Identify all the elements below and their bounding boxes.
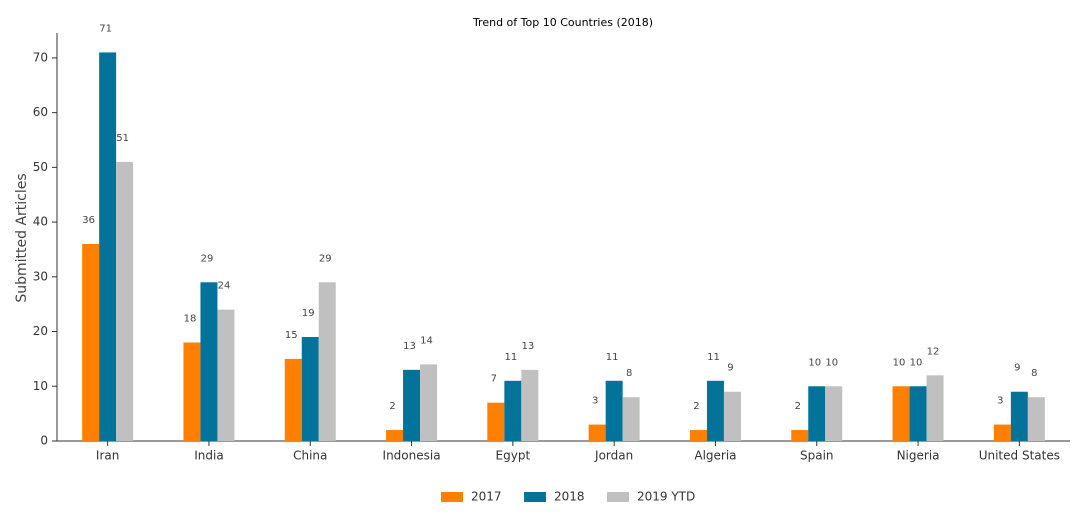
bar xyxy=(82,243,100,441)
legend-swatch xyxy=(607,492,629,502)
legend-label: 2017 xyxy=(471,490,502,504)
data-label: 36 xyxy=(82,215,95,226)
bar xyxy=(217,309,235,441)
data-label: 10 xyxy=(893,357,906,368)
data-label: 12 xyxy=(927,346,940,357)
data-label: 13 xyxy=(403,341,416,352)
bar xyxy=(284,358,302,441)
bar xyxy=(99,52,117,442)
y-tick-label: 10 xyxy=(33,379,48,393)
x-tick-label: Nigeria xyxy=(897,449,940,463)
data-label: 13 xyxy=(521,341,534,352)
data-label: 7 xyxy=(491,374,497,385)
bar xyxy=(892,386,910,441)
y-tick-label: 40 xyxy=(33,215,48,229)
data-label: 19 xyxy=(302,308,315,319)
bar xyxy=(521,369,539,441)
bar xyxy=(808,386,826,441)
bar xyxy=(706,380,724,441)
data-label: 11 xyxy=(606,352,619,363)
bar xyxy=(116,161,134,441)
y-tick-label: 50 xyxy=(33,160,48,174)
data-label: 71 xyxy=(99,23,112,34)
bar xyxy=(689,430,707,441)
bar xyxy=(791,430,809,441)
bar xyxy=(301,337,319,441)
x-tick-label: Egypt xyxy=(496,449,531,463)
data-label: 10 xyxy=(808,357,821,368)
legend-swatch xyxy=(441,492,463,502)
data-label: 3 xyxy=(997,396,1003,407)
bar xyxy=(926,375,944,441)
data-label: 29 xyxy=(201,253,214,264)
bar xyxy=(1010,391,1028,441)
legend-label: 2018 xyxy=(554,490,585,504)
y-axis-label: Submitted Articles xyxy=(14,173,30,302)
bar xyxy=(622,397,640,441)
data-label: 8 xyxy=(1031,368,1037,379)
data-label: 15 xyxy=(285,330,298,341)
data-label: 3 xyxy=(592,396,598,407)
data-label: 10 xyxy=(910,357,923,368)
data-label: 10 xyxy=(825,357,838,368)
bar xyxy=(504,380,522,441)
data-label: 11 xyxy=(707,352,720,363)
x-tick-label: Algeria xyxy=(694,449,736,463)
bar xyxy=(588,424,606,441)
bar xyxy=(386,430,404,441)
data-label: 9 xyxy=(1014,363,1020,374)
y-tick-label: 20 xyxy=(33,324,48,338)
bar xyxy=(605,380,623,441)
bar xyxy=(825,386,843,441)
bar xyxy=(183,342,201,441)
x-tick-label: Indonesia xyxy=(383,449,441,463)
x-tick-label: China xyxy=(293,449,327,463)
data-label: 2 xyxy=(389,401,395,412)
x-tick-label: Iran xyxy=(96,449,119,463)
data-label: 14 xyxy=(420,335,433,346)
data-label: 9 xyxy=(727,363,733,374)
bar xyxy=(487,402,505,441)
bar xyxy=(420,364,438,441)
data-label: 24 xyxy=(218,281,231,292)
data-label: 18 xyxy=(184,313,197,324)
bar xyxy=(403,369,421,441)
x-tick-label: Jordan xyxy=(594,449,633,463)
data-label: 2 xyxy=(693,401,699,412)
y-tick-label: 70 xyxy=(33,50,48,64)
y-tick-label: 0 xyxy=(40,434,48,448)
x-tick-label: United States xyxy=(979,449,1060,463)
data-label: 29 xyxy=(319,253,332,264)
bar xyxy=(909,386,927,441)
x-tick-label: Spain xyxy=(800,449,834,463)
chart-title: Trend of Top 10 Countries (2018) xyxy=(472,16,653,29)
bar xyxy=(723,391,741,441)
data-label: 51 xyxy=(116,133,129,144)
bar xyxy=(1027,397,1045,441)
y-tick-label: 30 xyxy=(33,269,48,283)
bar xyxy=(318,282,336,441)
legend-label: 2019 YTD xyxy=(637,490,695,504)
bar xyxy=(993,424,1011,441)
bar xyxy=(200,282,218,441)
y-tick-label: 60 xyxy=(33,105,48,119)
legend-swatch xyxy=(524,492,546,502)
data-label: 11 xyxy=(504,352,517,363)
data-label: 8 xyxy=(626,368,632,379)
x-tick-label: India xyxy=(194,449,223,463)
data-label: 2 xyxy=(795,401,801,412)
